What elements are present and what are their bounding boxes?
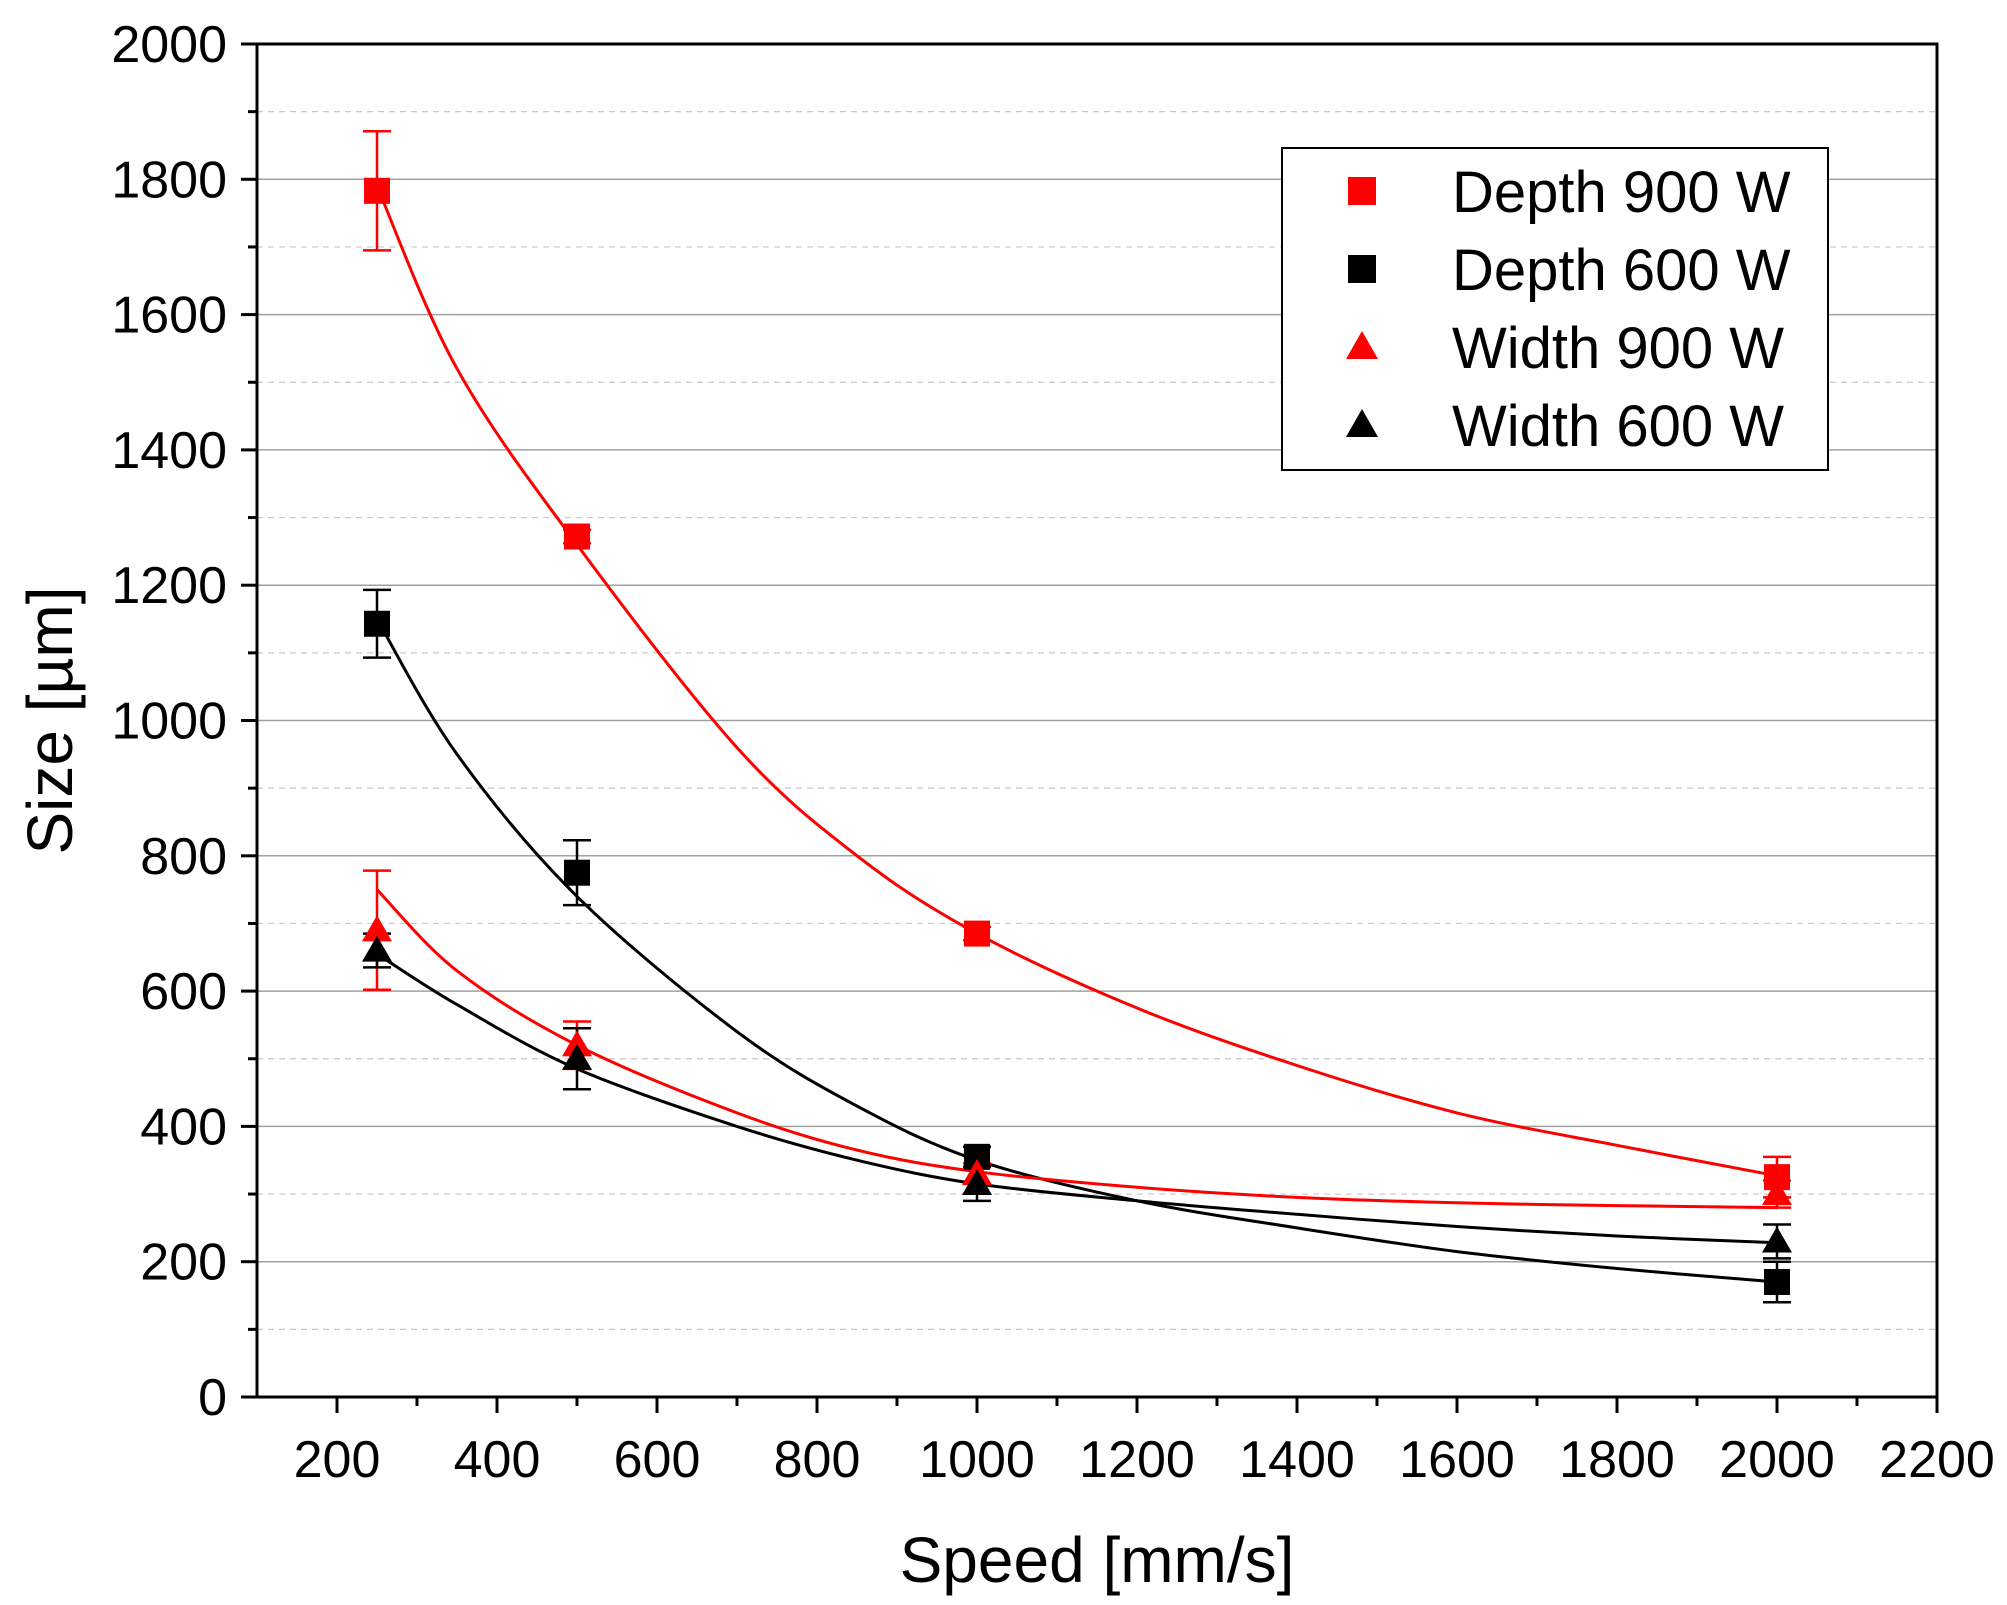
y-tick-label: 1400	[111, 422, 227, 480]
width-600-w-point	[962, 1169, 992, 1196]
legend-marker-depth-900-w	[1348, 177, 1376, 205]
legend-marker-width-900-w	[1346, 331, 1378, 359]
x-tick-label: 800	[774, 1431, 861, 1489]
x-tick-label: 200	[294, 1431, 381, 1489]
y-tick-label: 800	[140, 828, 227, 886]
x-tick-label: 600	[614, 1431, 701, 1489]
depth-600-w-point	[564, 859, 590, 886]
x-tick-label: 1600	[1399, 1431, 1515, 1489]
y-tick-label: 1600	[111, 287, 227, 345]
y-tick-label: 2000	[111, 16, 227, 74]
width-600-w-point	[1762, 1226, 1792, 1253]
depth-900-w-point	[564, 523, 590, 550]
legend-label-width-600-w: Width 600 W	[1452, 394, 1784, 459]
depth-600-w-point	[1764, 1268, 1790, 1295]
legend-marker-depth-600-w	[1348, 255, 1376, 283]
width-900-w-point	[562, 1030, 592, 1057]
y-tick-label: 600	[140, 963, 227, 1021]
legend-label-depth-900-w: Depth 900 W	[1452, 160, 1791, 225]
y-axis-title: Size [µm]	[14, 586, 86, 854]
axis-ticks: 200 400 600 800 1000 1200 1400 1600 1800 2000 2200…	[111, 16, 1995, 1489]
width-900-w-point	[362, 915, 392, 942]
y-tick-label: 400	[140, 1098, 227, 1156]
y-tick-label: 1000	[111, 693, 227, 751]
y-tick-label: 1800	[111, 151, 227, 209]
width-900-w-fit-line	[375, 888, 1778, 1210]
x-tick-label: 1200	[1079, 1431, 1195, 1489]
legend-marker-width-600-w	[1346, 409, 1378, 437]
y-tick-label: 0	[198, 1369, 227, 1427]
x-tick-label: 1400	[1239, 1431, 1355, 1489]
legend-label-width-900-w: Width 900 W	[1452, 316, 1784, 381]
legend: Depth 900 W Depth 600 W Width 900 W Width 6…	[1281, 147, 1829, 471]
depth-900-w-point	[964, 920, 990, 947]
width-900-w-point	[1762, 1179, 1792, 1206]
x-axis-title: Speed [mm/s]	[900, 1524, 1295, 1596]
width-600-w-fit-line	[376, 952, 1778, 1245]
depth-600-w-point	[364, 610, 390, 637]
legend-label-depth-600-w: Depth 600 W	[1452, 238, 1791, 303]
x-tick-label: 1000	[919, 1431, 1035, 1489]
x-tick-label: 2000	[1719, 1431, 1835, 1489]
y-tick-label: 1200	[111, 557, 227, 615]
x-tick-label: 1800	[1559, 1431, 1675, 1489]
width-600-w-point	[562, 1043, 592, 1070]
width-600-w-point	[362, 935, 392, 962]
y-tick-label: 200	[140, 1234, 227, 1292]
depth-900-w-point	[364, 177, 390, 204]
x-tick-label: 2200	[1879, 1431, 1995, 1489]
data-points	[362, 177, 1792, 1295]
x-tick-label: 400	[454, 1431, 541, 1489]
depth-900-w-fit-line	[375, 185, 1778, 1178]
